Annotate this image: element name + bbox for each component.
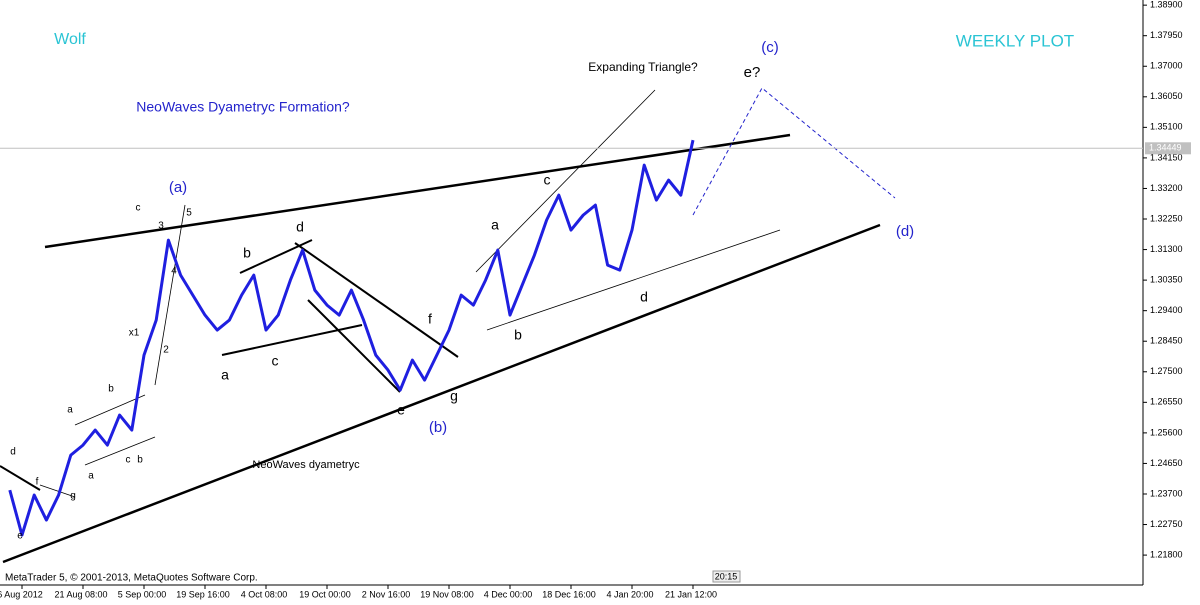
annotation: (a) <box>169 179 187 196</box>
annotation: a <box>221 367 229 383</box>
y-tick-label: 1.38900 <box>1150 0 1183 10</box>
annotation: c <box>544 172 551 188</box>
footer: MetaTrader 5, © 2001-2013, MetaQuotes So… <box>5 573 258 584</box>
y-tick-label: 1.30350 <box>1150 274 1183 284</box>
x-tick-label: 19 Nov 08:00 <box>420 589 474 599</box>
annotation: d <box>10 447 16 458</box>
y-tick-label: 1.37000 <box>1150 61 1183 71</box>
y-tick-label: 1.23700 <box>1150 488 1183 498</box>
y-tick-label: 1.26550 <box>1150 397 1183 407</box>
annotation: 4 <box>171 266 177 277</box>
annotation: x1 <box>129 328 140 339</box>
annotation: e? <box>744 64 761 81</box>
chart-title: WEEKLY PLOT <box>956 31 1074 50</box>
y-tick-label: 1.37950 <box>1150 30 1183 40</box>
y-tick-label: 1.27500 <box>1150 366 1183 376</box>
annotation: c <box>136 203 141 214</box>
y-tick-label: 1.28450 <box>1150 336 1183 346</box>
annotation: a <box>67 405 73 416</box>
annotation: a <box>491 217 499 233</box>
y-tick-label: 1.32250 <box>1150 213 1183 223</box>
y-tick-label: 1.31300 <box>1150 244 1183 254</box>
x-tick-label: 19 Sep 16:00 <box>176 589 230 599</box>
time-box <box>712 570 741 583</box>
y-tick-label: 1.21800 <box>1150 549 1183 559</box>
annotation: Expanding Triangle? <box>588 60 698 74</box>
annotation: c <box>272 353 279 369</box>
y-tick-label: 1.34150 <box>1150 152 1183 162</box>
x-tick-label: 21 Aug 08:00 <box>54 589 107 599</box>
annotation: d <box>296 219 304 235</box>
annotation: e <box>17 531 23 542</box>
annotation: c <box>126 455 131 466</box>
annotation: (d) <box>896 223 914 240</box>
x-tick-label: 5 Sep 00:00 <box>118 589 167 599</box>
chart-subtitle: NeoWaves Dyametryc Formation? <box>136 99 350 115</box>
annotation: g <box>70 491 76 502</box>
annotation: a <box>88 471 94 482</box>
x-tick-label: 6 Aug 2012 <box>0 589 43 599</box>
annotation: b <box>514 327 522 343</box>
annotation: d <box>640 289 648 305</box>
symbol-label: Wolf <box>54 31 86 48</box>
y-tick-label: 1.33200 <box>1150 183 1183 193</box>
y-tick-label: 1.29400 <box>1150 305 1183 315</box>
x-tick-label: 21 Jan 12:00 <box>665 589 717 599</box>
annotation: (c) <box>761 39 779 56</box>
annotation: f <box>428 311 432 327</box>
price-box <box>1145 142 1191 155</box>
projection <box>692 87 896 216</box>
x-tick-label: 4 Oct 08:00 <box>241 589 288 599</box>
x-tick-label: 4 Jan 20:00 <box>606 589 653 599</box>
annotation: NeoWaves dyametryc <box>252 459 360 471</box>
x-tick-label: 2 Nov 16:00 <box>362 589 411 599</box>
price-label: 1.34449 <box>1149 143 1182 153</box>
y-tick-label: 1.24650 <box>1150 458 1183 468</box>
annotation: f <box>36 477 39 488</box>
annotation: e <box>397 402 405 418</box>
time-label: 20:15 <box>715 571 738 581</box>
annotation: b <box>137 455 143 466</box>
x-tick-label: 4 Dec 00:00 <box>484 589 533 599</box>
annotation: (b) <box>429 419 447 436</box>
y-tick-label: 1.22750 <box>1150 519 1183 529</box>
annotation: 3 <box>158 221 164 232</box>
annotation: b <box>108 384 114 395</box>
y-tick-label: 1.35100 <box>1150 122 1183 132</box>
y-tick-label: 1.36050 <box>1150 91 1183 101</box>
price-series <box>8 139 695 537</box>
x-tick-label: 18 Dec 16:00 <box>542 589 596 599</box>
annotation: b <box>243 245 251 261</box>
annotation: 5 <box>186 208 192 219</box>
trendlines <box>0 89 881 564</box>
annotation: g <box>450 388 458 404</box>
y-tick-label: 1.25600 <box>1150 427 1183 437</box>
x-tick-label: 19 Oct 00:00 <box>299 589 351 599</box>
annotation: 2 <box>163 345 169 356</box>
